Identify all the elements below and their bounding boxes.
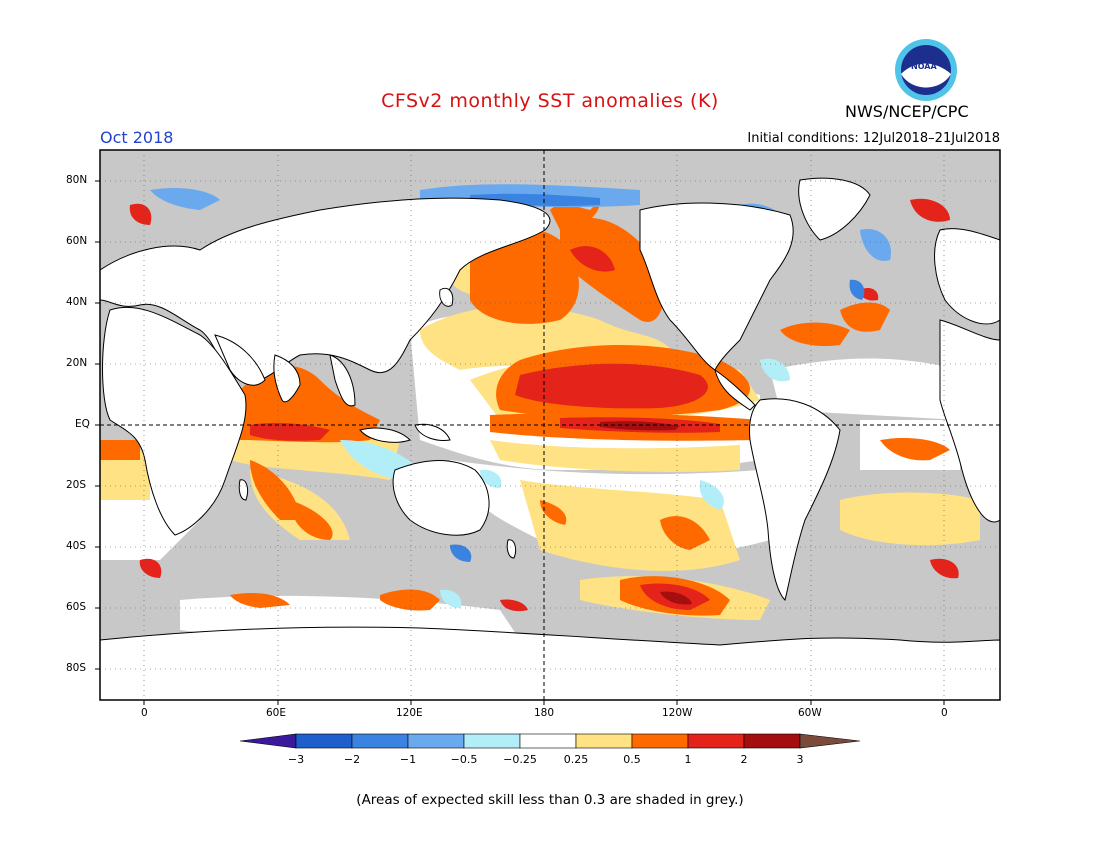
colorbar-label: 2: [740, 753, 748, 766]
lat-label: 60N: [66, 235, 88, 247]
colorbar-label: −3: [287, 753, 305, 766]
lat-label: 20S: [66, 479, 87, 491]
lat-label: 60S: [66, 601, 87, 613]
colorbar-label: −0.5: [450, 753, 478, 766]
lon-label: 60W: [798, 707, 822, 719]
agency-label: NWS/NCEP/CPC: [845, 102, 969, 121]
lat-label: 20N: [66, 357, 88, 369]
colorbar-label: 0.5: [623, 753, 641, 766]
colorbar-label: −1: [399, 753, 417, 766]
colorbar-label: 0.25: [563, 753, 589, 766]
lon-label: 180: [534, 707, 555, 719]
map-title: CFSv2 monthly SST anomalies (K): [381, 90, 719, 112]
lon-label: 120E: [396, 707, 423, 719]
lon-label: 60E: [266, 707, 286, 719]
lon-label: 0: [941, 707, 948, 719]
colorbar-arrow-high: [799, 733, 861, 749]
colorbar-label: 1: [684, 753, 692, 766]
lat-label: 80S: [66, 662, 87, 674]
colorbar-label: −2: [343, 753, 361, 766]
lat-label: 80N: [66, 174, 88, 186]
forecast-month: Oct 2018: [100, 128, 174, 147]
footnote: (Areas of expected skill less than 0.3 a…: [356, 792, 744, 808]
logo-text: NOAA: [911, 62, 937, 71]
noaa-logo: [895, 39, 957, 101]
colorbar-arrow-low: [239, 733, 297, 749]
colorbar-label: 3: [796, 753, 804, 766]
initial-conditions: Initial conditions: 12Jul2018–21Jul2018: [747, 131, 1000, 146]
continents: [100, 177, 1000, 700]
lat-label: EQ: [75, 418, 90, 430]
lon-label: 0: [141, 707, 148, 719]
gridlines: [100, 150, 1000, 700]
lat-label: 40N: [66, 296, 88, 308]
colorbar-label: −0.25: [503, 753, 537, 766]
lat-label: 40S: [66, 540, 87, 552]
anomaly-fields: [100, 150, 1000, 700]
colorbar: [239, 733, 861, 749]
lon-label: 120W: [662, 707, 693, 719]
